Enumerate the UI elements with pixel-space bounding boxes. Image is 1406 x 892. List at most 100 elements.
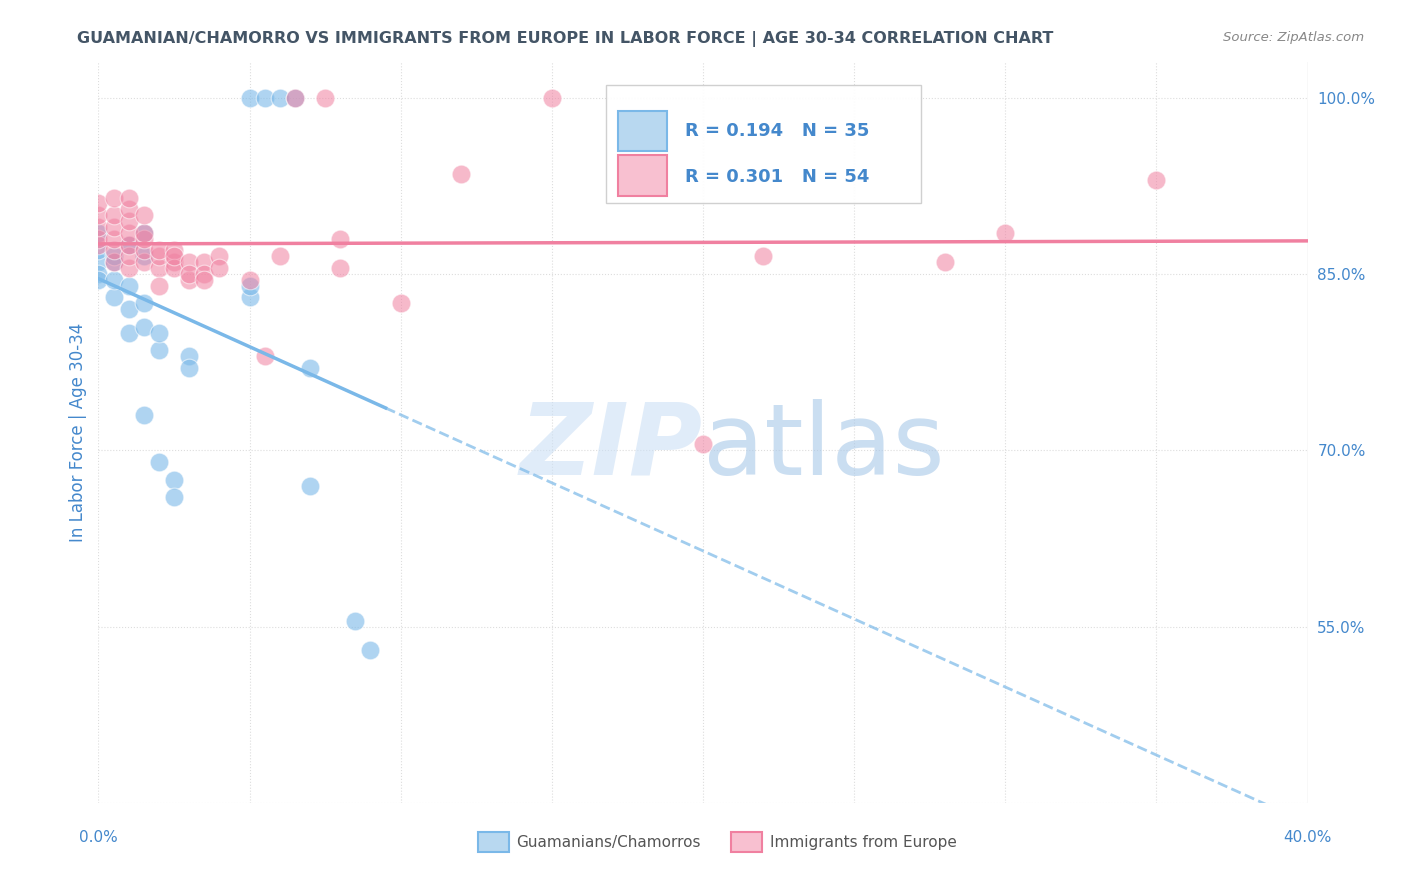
Point [87,196,110,211]
Point [179,267,201,281]
Point [103,273,125,287]
Point [179,361,201,376]
Point [179,349,201,363]
Point [148,343,170,358]
Point [118,326,141,340]
Point [118,202,141,217]
Point [103,208,125,222]
Text: atlas: atlas [703,399,945,496]
Point [132,296,155,310]
Point [239,273,262,287]
Point [103,255,125,269]
Point [360,643,382,657]
Point [269,91,291,105]
Point [148,244,170,258]
Text: Immigrants from Europe: Immigrants from Europe [770,835,957,849]
Point [179,255,201,269]
Text: ZIP: ZIP [520,399,703,496]
Point [103,232,125,246]
Point [87,267,110,281]
Point [193,255,215,269]
Point [314,91,336,105]
Point [344,614,367,628]
Point [163,249,186,263]
Point [163,261,186,276]
Point [163,244,186,258]
Point [148,326,170,340]
Point [239,91,262,105]
Point [132,244,155,258]
Point [87,208,110,222]
Point [87,232,110,246]
Point [284,91,307,105]
Point [692,437,714,451]
Point [103,244,125,258]
Point [132,232,155,246]
Point [934,255,956,269]
Point [118,237,141,252]
Point [148,455,170,469]
Point [87,273,110,287]
FancyBboxPatch shape [606,85,921,203]
Point [87,226,110,240]
Point [148,278,170,293]
Point [163,255,186,269]
Point [103,219,125,234]
Point [253,91,276,105]
Point [132,208,155,222]
Y-axis label: In Labor Force | Age 30-34: In Labor Force | Age 30-34 [69,323,87,542]
Point [132,226,155,240]
Point [163,490,186,504]
Point [329,261,352,276]
Point [118,302,141,317]
Text: 0.0%: 0.0% [79,830,118,845]
Point [239,278,262,293]
Point [148,261,170,276]
Point [103,255,125,269]
Point [329,232,352,246]
Text: R = 0.194   N = 35: R = 0.194 N = 35 [685,121,869,139]
Point [132,319,155,334]
FancyBboxPatch shape [619,111,666,152]
Point [239,290,262,304]
Point [132,255,155,269]
Point [87,237,110,252]
Point [284,91,307,105]
Point [87,244,110,258]
Text: GUAMANIAN/CHAMORRO VS IMMIGRANTS FROM EUROPE IN LABOR FORCE | AGE 30-34 CORRELAT: GUAMANIAN/CHAMORRO VS IMMIGRANTS FROM EU… [77,31,1053,47]
Point [208,249,231,263]
Point [179,273,201,287]
FancyBboxPatch shape [619,155,666,195]
Point [253,349,276,363]
Point [103,290,125,304]
Point [132,408,155,422]
Point [118,261,141,276]
Point [450,167,472,181]
Point [103,191,125,205]
Text: R = 0.301   N = 54: R = 0.301 N = 54 [685,169,869,186]
Text: Source: ZipAtlas.com: Source: ZipAtlas.com [1223,31,1364,45]
Point [118,191,141,205]
Text: 40.0%: 40.0% [1284,830,1331,845]
Point [132,249,155,263]
Point [163,473,186,487]
Point [118,278,141,293]
Point [87,219,110,234]
Point [269,249,291,263]
Point [193,273,215,287]
Point [389,296,412,310]
Point [103,249,125,263]
Point [752,249,775,263]
Point [540,91,562,105]
Point [299,361,322,376]
Point [994,226,1017,240]
Point [87,255,110,269]
Point [118,249,141,263]
Point [132,226,155,240]
Point [118,237,141,252]
Point [118,226,141,240]
Point [118,214,141,228]
Point [148,249,170,263]
Point [208,261,231,276]
Point [299,478,322,492]
